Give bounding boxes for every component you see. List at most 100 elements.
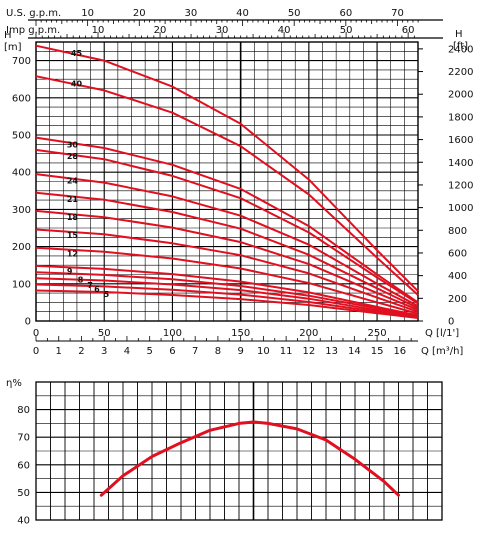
head-curve-6 <box>35 283 419 319</box>
head-curve-28 <box>35 148 419 305</box>
imp-gpm-tick-label: 50 <box>340 25 353 36</box>
head-curve-18 <box>35 209 419 311</box>
y-tick-label-m: 400 <box>12 168 31 179</box>
eff-y-tick-label: 60 <box>17 460 30 471</box>
head-curve-24 <box>35 173 419 307</box>
x-tick-label-lmin: 250 <box>368 328 387 339</box>
eff-y-tick-label: 40 <box>17 516 30 527</box>
y-axis-label-right: H <box>455 29 463 40</box>
y-axis-label-left: H <box>4 30 12 41</box>
y-tick-label-ft: 2400 <box>448 44 473 55</box>
axis-labels: 0100200300400500600700H[m]02004006008001… <box>4 8 473 527</box>
x-tick-label-m3h: 9 <box>237 346 243 357</box>
us-gpm-tick-label: 70 <box>391 8 404 19</box>
y-tick-label-ft: 1800 <box>448 112 473 123</box>
us-gpm-tick-label: 20 <box>133 8 146 19</box>
x-axis-label-m3h: Q [m³/h] <box>421 346 463 357</box>
y-tick-label-ft: 800 <box>448 226 467 237</box>
y-tick-label-m: 200 <box>12 242 31 253</box>
head-curve-5 <box>35 289 419 319</box>
y-tick-label-ft: 600 <box>448 248 467 259</box>
x-tick-label-m3h: 7 <box>192 346 198 357</box>
imp-gpm-label: Imp g.p.m. <box>6 25 60 36</box>
x-tick-label-m3h: 1 <box>56 346 62 357</box>
y-tick-label-ft: 400 <box>448 271 467 282</box>
y-tick-label-m: 600 <box>12 93 31 104</box>
y-tick-label-ft: 200 <box>448 294 467 305</box>
y-tick-label-m: 300 <box>12 205 31 216</box>
curve-label-24: 24 <box>67 176 79 185</box>
y-tick-label-m: 100 <box>12 279 31 290</box>
us-gpm-tick-label: 60 <box>339 8 352 19</box>
curve-label-30: 30 <box>67 141 79 150</box>
head-curve-40 <box>35 75 419 296</box>
y-tick-label-ft: 1600 <box>448 135 473 146</box>
y-axis-unit-right: [ft] <box>453 41 468 52</box>
imp-gpm-tick-label: 30 <box>216 25 229 36</box>
head-curve-21 <box>35 191 419 309</box>
x-axis-label-lmin: Q [l/1'] <box>425 328 459 339</box>
head-curve-7 <box>35 277 419 318</box>
y-tick-label-ft: 2000 <box>448 90 473 101</box>
y-tick-label-ft: 1400 <box>448 158 473 169</box>
x-tick-label-lmin: 150 <box>231 328 250 339</box>
x-tick-label-m3h: 8 <box>215 346 221 357</box>
x-tick-label-m3h: 13 <box>325 346 338 357</box>
us-gpm-tick-label: 40 <box>236 8 249 19</box>
y-tick-label-m: 500 <box>12 131 31 142</box>
us-gpm-tick-label: 10 <box>81 8 94 19</box>
y-tick-label-m: 700 <box>12 56 31 67</box>
curve-label-5: 5 <box>104 290 110 299</box>
imp-gpm-tick-label: 60 <box>402 25 415 36</box>
efficiency-chart-grid <box>35 381 443 521</box>
y-tick-label-ft: 0 <box>448 317 454 328</box>
x-tick-label-m3h: 0 <box>33 346 39 357</box>
us-gpm-tick-label: 50 <box>288 8 301 19</box>
head-curve-15 <box>35 228 419 313</box>
x-tick-label-m3h: 2 <box>78 346 84 357</box>
x-tick-label-m3h: 3 <box>101 346 107 357</box>
eff-plot-frame <box>35 381 443 521</box>
imp-gpm-tick-label: 20 <box>154 25 167 36</box>
curve-label-15: 15 <box>67 231 79 240</box>
x-tick-label-lmin: 0 <box>33 328 39 339</box>
curve-label-8: 8 <box>78 275 84 284</box>
eff-y-tick-label: 80 <box>17 405 30 416</box>
curve-label-18: 18 <box>67 213 79 222</box>
x-tick-label-lmin: 200 <box>299 328 318 339</box>
y-tick-label-ft: 2200 <box>448 67 473 78</box>
curve-label-7: 7 <box>87 281 93 290</box>
x-tick-label-m3h: 16 <box>393 346 406 357</box>
eff-y-tick-label: 70 <box>17 433 30 444</box>
y-tick-label-ft: 1000 <box>448 203 473 214</box>
plot-frame <box>35 41 419 322</box>
y-axis-unit-left: [m] <box>4 42 22 53</box>
curve-label-9: 9 <box>67 267 73 276</box>
x-tick-label-m3h: 5 <box>147 346 153 357</box>
x-tick-label-m3h: 11 <box>280 346 293 357</box>
head-curve-9 <box>35 264 419 317</box>
eff-y-tick-label: 50 <box>17 488 30 499</box>
imp-gpm-tick-label: 40 <box>278 25 291 36</box>
y-tick-label-ft: 1200 <box>448 180 473 191</box>
curve-label-28: 28 <box>67 152 79 161</box>
eff-y-axis-label: η% <box>6 378 22 389</box>
curve-label-21: 21 <box>67 195 79 204</box>
x-tick-label-m3h: 12 <box>302 346 315 357</box>
x-tick-label-lmin: 50 <box>98 328 111 339</box>
us-gpm-label: U.S. g.p.m. <box>6 8 61 19</box>
head-curve-30 <box>35 136 419 304</box>
curve-label-45: 45 <box>71 49 83 58</box>
x-tick-label-lmin: 100 <box>163 328 182 339</box>
curve-label-12: 12 <box>67 249 78 258</box>
x-tick-label-m3h: 6 <box>169 346 175 357</box>
efficiency-curve-line <box>99 420 400 497</box>
curve-label-6: 6 <box>94 285 100 294</box>
x-tick-label-m3h: 14 <box>348 346 361 357</box>
x-tick-label-m3h: 4 <box>124 346 130 357</box>
head-curve-12 <box>35 246 419 315</box>
curve-label-40: 40 <box>71 80 83 89</box>
us-gpm-tick-label: 30 <box>185 8 198 19</box>
efficiency-curve <box>99 420 400 497</box>
